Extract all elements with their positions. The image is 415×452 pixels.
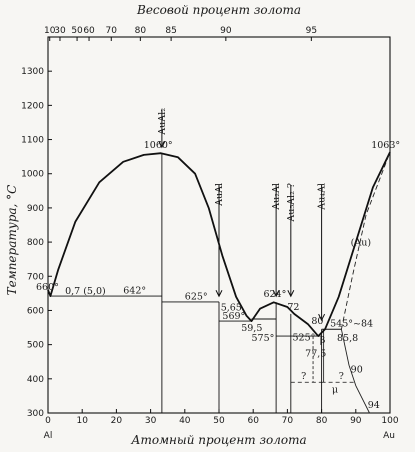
arrow-head: [318, 313, 326, 322]
value-annotation: 575°: [251, 333, 274, 344]
solidus-dashed-curve: [340, 152, 391, 330]
value-annotation: (Au): [351, 238, 371, 249]
value-annotation: 642°: [123, 285, 146, 296]
arrow-head: [272, 290, 280, 298]
left-tick-label: 800: [27, 238, 44, 248]
top-tick-label: 10: [44, 26, 56, 36]
value-annotation: 624°: [263, 289, 286, 300]
left-tick-label: 1000: [21, 170, 44, 180]
top-tick-label: 90: [220, 26, 232, 36]
bottom-tick-label: 20: [111, 416, 123, 426]
value-annotation: ?: [339, 371, 344, 382]
bottom-tick-label: 80: [316, 416, 328, 426]
value-annotation: 59,5: [241, 323, 262, 334]
left-tick-label: 1300: [21, 67, 44, 77]
value-annotation: 1060°: [144, 140, 173, 151]
value-annotation: 1063°: [371, 140, 400, 151]
bottom-tick-label: 70: [282, 416, 294, 426]
compound-label: AuAl: [214, 183, 225, 207]
arrow-head: [158, 140, 166, 149]
value-annotation: 569°: [222, 311, 245, 322]
top-tick-label: 80: [135, 26, 147, 36]
left-axis-title: Температура, °С: [5, 185, 19, 296]
left-tick-label: 1100: [21, 136, 44, 146]
bottom-tick-label: 60: [247, 416, 259, 426]
top-tick-label: 95: [306, 26, 317, 36]
top-tick-label: 60: [83, 26, 95, 36]
top-tick-label: 70: [106, 26, 118, 36]
left-tick-label: 600: [27, 306, 44, 316]
value-annotation: 5,65: [221, 302, 242, 313]
value-annotation: 660°: [36, 282, 59, 293]
value-annotation: μ: [332, 384, 338, 395]
value-annotation: 525°: [293, 333, 316, 344]
arrow-head: [215, 290, 223, 298]
bottom-tick-label: 90: [350, 416, 362, 426]
top-tick-label: 50: [71, 26, 83, 36]
au-end-label: Au: [383, 431, 395, 441]
value-annotation: 77,5: [305, 349, 326, 360]
top-tick-label: 30: [54, 26, 66, 36]
compound-label: AuAl₂: [157, 108, 168, 136]
value-annotation: β: [320, 335, 326, 346]
value-annotation: 85,8: [337, 333, 358, 344]
value-annotation: ?: [301, 371, 306, 382]
bottom-tick-label: 100: [381, 416, 398, 426]
top-axis-title: Весовой процент золота: [136, 3, 301, 17]
left-tick-label: 700: [27, 272, 44, 282]
bottom-tick-label: 10: [76, 416, 88, 426]
al-end-label: Al: [44, 431, 53, 441]
compound-label: Au₂Al: [271, 183, 282, 211]
bottom-axis-title: Атомный процент золота: [130, 433, 306, 447]
left-tick-label: 300: [27, 409, 44, 419]
value-annotation: 625°: [185, 292, 208, 303]
value-annotation: 90: [351, 365, 363, 376]
value-annotation: 545°~84: [330, 319, 373, 330]
left-tick-label: 1200: [21, 101, 44, 111]
solvus-curve: [340, 329, 370, 414]
bottom-tick-label: 30: [145, 416, 157, 426]
bottom-tick-label: 50: [213, 416, 225, 426]
top-tick-label: 85: [165, 26, 176, 36]
bottom-tick-label: 40: [179, 416, 191, 426]
left-tick-label: 900: [27, 204, 44, 214]
value-annotation: 0,7 (5,0): [65, 286, 106, 297]
arrow-head: [287, 290, 295, 298]
bottom-tick-label: 0: [45, 416, 51, 426]
compound-arrows: AuAl₂ AuAl Au₂Al Au₅Al₂ ? Au₄Al: [157, 108, 328, 322]
compound-label: Au₄Al: [317, 183, 328, 211]
left-tick-label: 400: [27, 375, 44, 385]
value-annotation: 94: [368, 400, 380, 411]
value-annotation: 80: [311, 316, 323, 327]
axis-ticks: 0 10 20 30 40 50 60 70 80 90 100300400500600700800…: [21, 26, 399, 426]
left-tick-label: 500: [27, 341, 44, 351]
value-annotation: 72: [287, 302, 299, 313]
phase-lines: [47, 151, 391, 414]
compound-label: Au₅Al₂ ?: [286, 183, 297, 223]
